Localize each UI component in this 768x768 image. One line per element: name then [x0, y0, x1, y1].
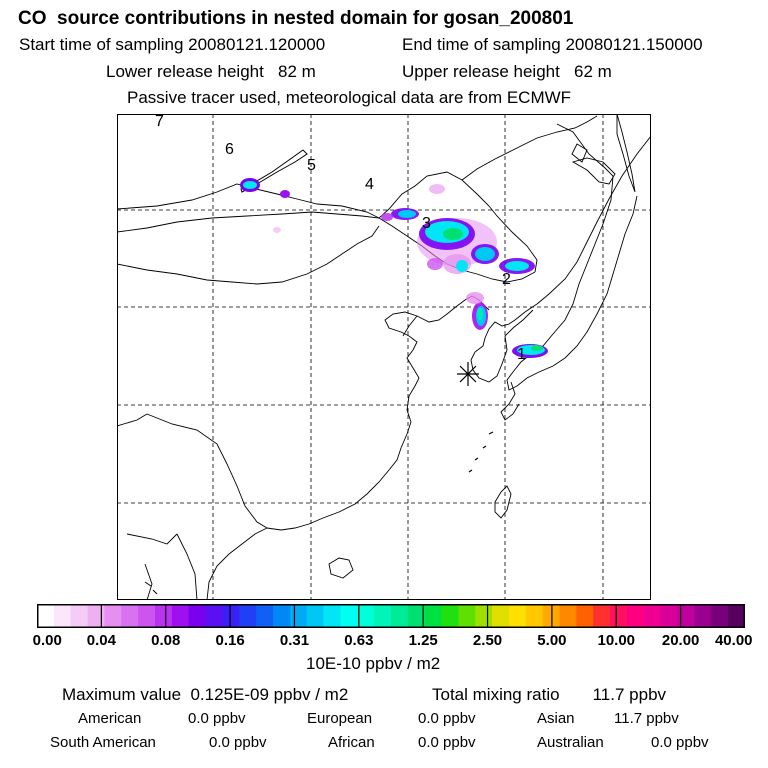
colorbar-tick-label: 40.00: [714, 632, 753, 649]
colorbar-tick-label: 0.08: [151, 632, 181, 649]
colorbar-swatch: [576, 604, 594, 628]
region-name-south-american: South American: [50, 734, 156, 751]
coastlines: [117, 114, 651, 600]
colorbar-swatch: [323, 604, 341, 628]
colorbar-swatch: [643, 604, 662, 628]
colorbar-tick-label: 20.00: [661, 632, 700, 649]
colorbar-swatch: [222, 604, 240, 628]
colorbar-tick-label: 10.00: [597, 632, 636, 649]
colorbar-tick-label: 0.63: [344, 632, 374, 649]
colorbar-swatch: [694, 604, 712, 628]
trajectory-label-7: 7: [155, 114, 164, 130]
chart-title: CO source contributions in nested domain…: [18, 8, 574, 29]
colorbar-tick-label: 0.31: [279, 632, 310, 649]
colorbar-swatch: [256, 604, 274, 628]
colorbar-swatch: [205, 604, 223, 628]
colorbar-swatch: [138, 604, 156, 628]
colorbar-swatch: [711, 604, 729, 628]
upper-release-height: Upper release height 62 m: [402, 62, 612, 81]
colorbar-swatch: [37, 604, 55, 628]
colorbar-swatch: [728, 604, 745, 628]
map-frame: [117, 114, 651, 600]
colorbar-tick-label: 0.00: [32, 632, 62, 649]
region-name-african: African: [328, 734, 375, 751]
colorbar-swatch: [509, 604, 527, 628]
colorbar-swatch: [660, 604, 678, 628]
colorbar-swatch: [121, 604, 139, 628]
colorbar-swatch: [559, 604, 577, 628]
colorbar-swatch: [424, 604, 442, 628]
region-name-european: European: [307, 710, 373, 727]
colorbar-swatch: [492, 604, 510, 628]
colorbar-swatch: [441, 604, 459, 628]
colorbar-swatch: [53, 604, 72, 628]
colorbar-swatch: [273, 604, 291, 628]
region-value-south-american: 0.0 ppbv: [209, 734, 267, 751]
region-name-american: American: [78, 710, 142, 727]
total-mixing-ratio: Total mixing ratio 11.7 ppbv: [432, 685, 667, 704]
colorbar-swatch: [289, 604, 308, 628]
colorbar-swatch: [306, 604, 324, 628]
contribution-patches: [240, 178, 548, 358]
colorbar: [37, 604, 745, 628]
region-value-american: 0.0 ppbv: [188, 710, 246, 727]
receptor-marker: [457, 362, 479, 386]
colorbar-swatch: [391, 604, 409, 628]
trajectory-label-1: 1: [517, 346, 526, 363]
colorbar-swatch: [70, 604, 88, 628]
colorbar-tick-label: 2.50: [472, 632, 503, 649]
trajectory-label-3: 3: [422, 215, 431, 232]
colorbar-swatch: [104, 604, 122, 628]
colorbar-swatch: [593, 604, 611, 628]
colorbar-swatch: [357, 604, 375, 628]
region-value-european: 0.0 ppbv: [418, 710, 476, 727]
start-time-label: Start time of sampling 20080121.120000: [19, 35, 326, 54]
colorbar-tick-label: 0.04: [86, 632, 116, 649]
colorbar-border: [37, 604, 745, 628]
region-value-australian: 0.0 ppbv: [651, 734, 709, 751]
region-name-australian: Australian: [537, 734, 604, 751]
colorbar-tick-label: 5.00: [537, 632, 567, 649]
colorbar-swatch: [677, 604, 695, 628]
colorbar-swatch: [340, 604, 358, 628]
region-value-african: 0.0 ppbv: [418, 734, 476, 751]
tracer-note: Passive tracer used, meteorological data…: [127, 88, 572, 107]
trajectory-label-2: 2: [502, 271, 511, 288]
trajectory-label-4: 4: [365, 176, 374, 193]
colorbar-swatch: [171, 604, 190, 628]
region-name-asian: Asian: [537, 710, 575, 727]
colorbar-swatch: [525, 604, 544, 628]
colorbar-swatch: [87, 604, 105, 628]
colorbar-tick-label: 1.25: [408, 632, 438, 649]
region-value-asian: 11.7 ppbv: [614, 710, 679, 727]
maximum-value: Maximum value 0.125E-09 ppbv / m2: [62, 685, 349, 704]
colorbar-swatch: [239, 604, 257, 628]
colorbar-swatch: [458, 604, 476, 628]
colorbar-swatch: [188, 604, 206, 628]
graticule: [117, 114, 651, 600]
colorbar-swatch: [475, 604, 493, 628]
trajectory-label-6: 6: [225, 141, 234, 158]
colorbar-swatch: [374, 604, 392, 628]
colorbar-tick-label: 0.16: [215, 632, 245, 649]
colorbar-swatch: [155, 604, 173, 628]
colorbar-swatch: [610, 604, 628, 628]
map-panel: 1 2 3 4 5 6 7: [117, 114, 651, 600]
colorbar-unit: 10E-10 ppbv / m2: [306, 654, 441, 673]
colorbar-swatch: [627, 604, 645, 628]
trajectory-label-5: 5: [307, 157, 316, 174]
lower-release-height: Lower release height 82 m: [106, 62, 316, 81]
colorbar-swatch: [407, 604, 426, 628]
end-time-label: End time of sampling 20080121.150000: [402, 35, 703, 54]
